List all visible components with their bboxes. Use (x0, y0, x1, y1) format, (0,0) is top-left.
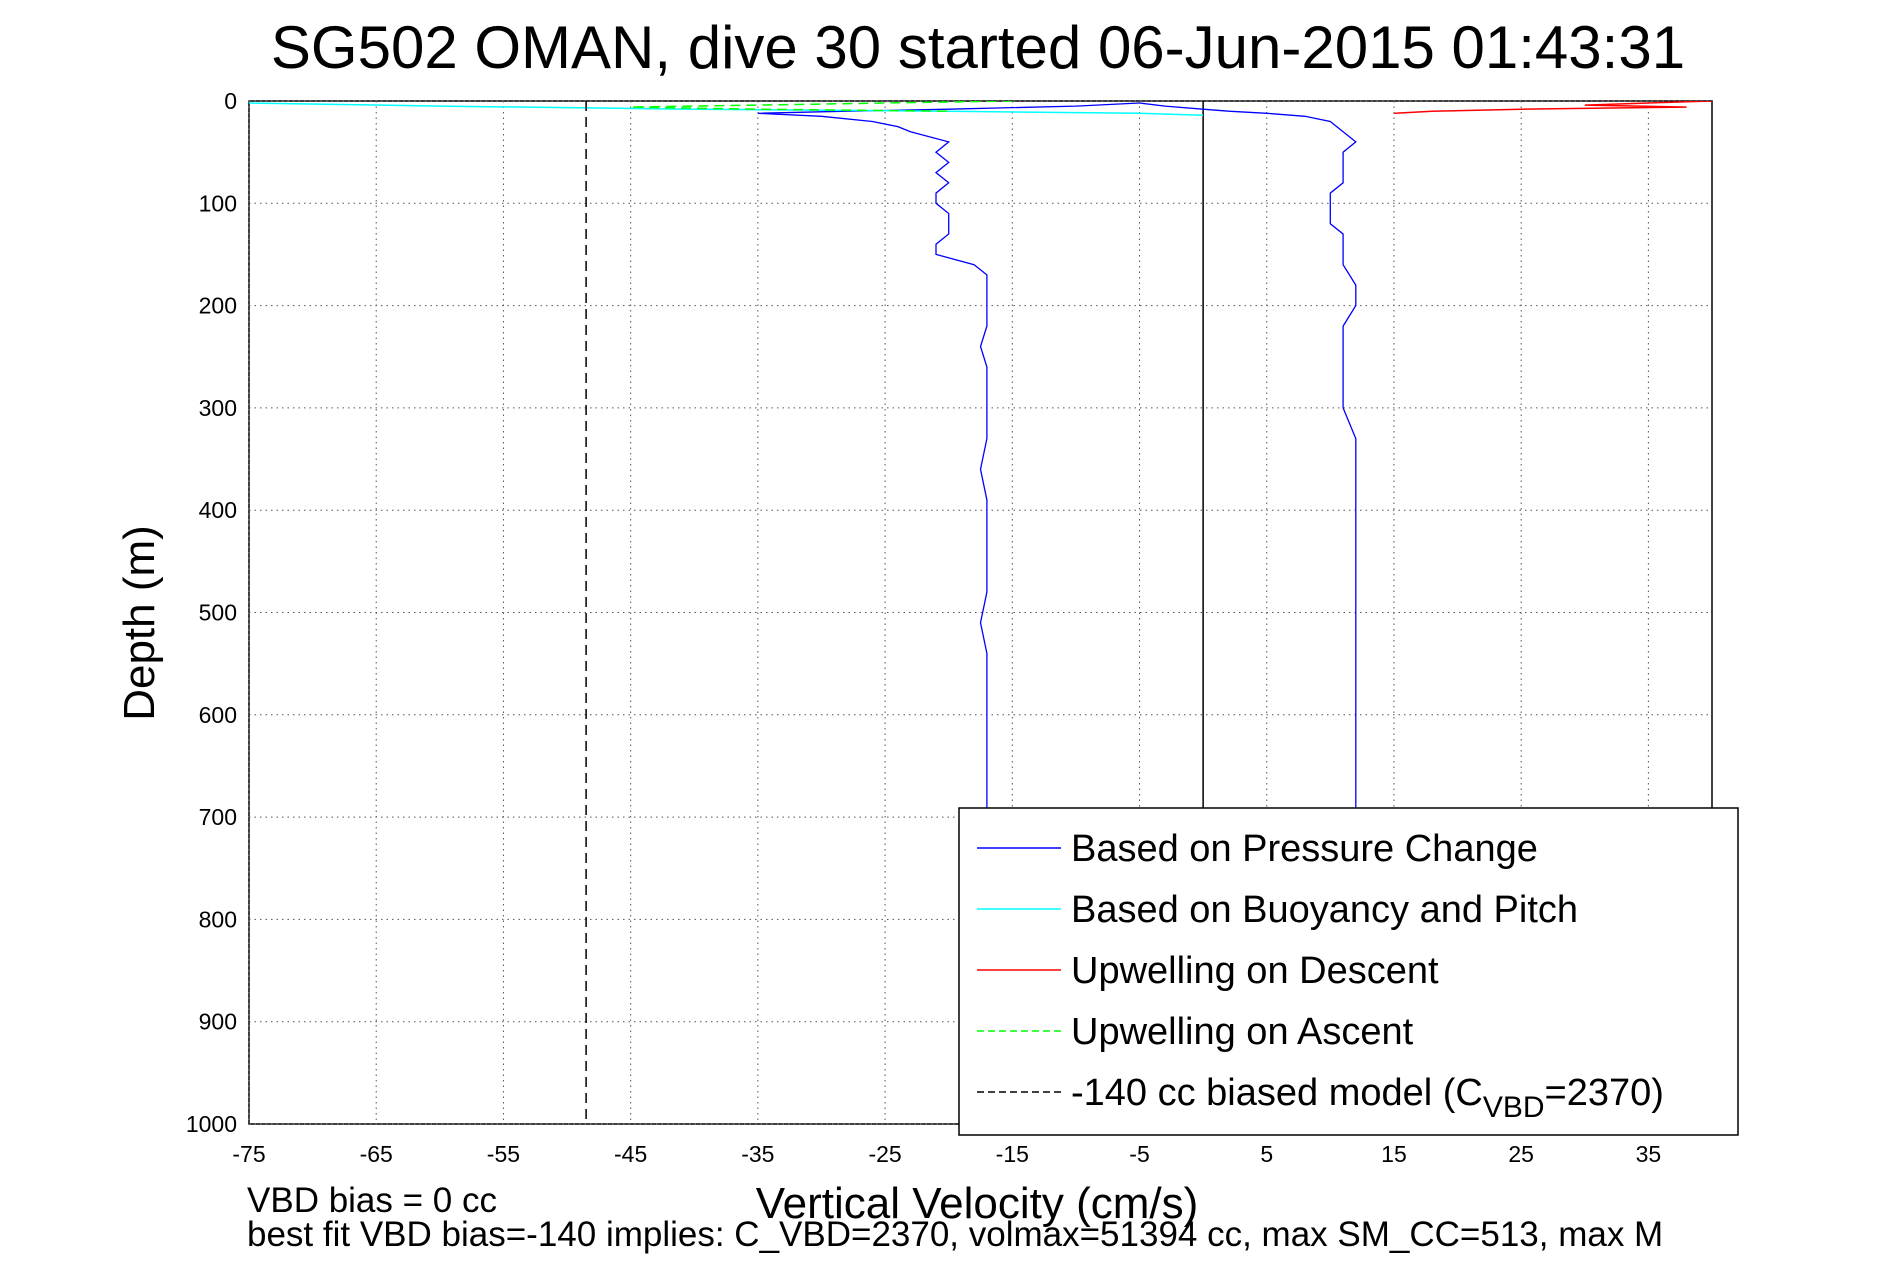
y-tick-label: 500 (199, 600, 237, 626)
x-tick-label: -15 (996, 1141, 1029, 1167)
legend-label: Based on Buoyancy and Pitch (1071, 889, 1578, 931)
legend-box (958, 807, 1739, 1136)
x-axis-label: Vertical Velocity (cm/s) (756, 1179, 1199, 1228)
y-axis-label: Depth (m) (115, 525, 164, 721)
x-tick-label: 5 (1260, 1141, 1273, 1167)
x-tick-label: 35 (1636, 1141, 1662, 1167)
y-tick-label: 600 (199, 702, 237, 728)
x-tick-label: 25 (1508, 1141, 1534, 1167)
x-tick-label: -35 (741, 1141, 774, 1167)
y-tick-label: 800 (199, 906, 237, 932)
y-tick-labels: 0 100 200 300 400 500 600 700 800 900 1000 (186, 88, 237, 1137)
series-based-on-buoyancy-and-pitch (249, 102, 1204, 117)
x-tick-labels: -75 -65 -55 -45 -35 -25 -15 -5 5 15 25 35 (232, 1141, 1661, 1167)
y-tick-label: 400 (199, 497, 237, 523)
footnote-best-fit: best fit VBD bias=-140 implies: C_VBD=23… (247, 1215, 1663, 1254)
chart-title: SG502 OMAN, dive 30 started 06-Jun-2015 … (271, 14, 1685, 81)
legend-label: Upwelling on Descent (1071, 950, 1439, 992)
legend: Based on Pressure Change Based on Buoyanc… (958, 807, 1739, 1136)
legend-label: Based on Pressure Change (1071, 828, 1538, 870)
y-tick-label: 100 (199, 190, 237, 216)
x-tick-label: -55 (487, 1141, 520, 1167)
y-tick-label: 1000 (186, 1111, 237, 1137)
legend-label: Upwelling on Ascent (1071, 1011, 1414, 1053)
series-upwelling-on-descent (1393, 101, 1712, 115)
y-tick-label: 200 (199, 293, 237, 319)
x-tick-label: 15 (1381, 1141, 1407, 1167)
y-tick-label: 700 (199, 804, 237, 830)
footnote-vbd-bias: VBD bias = 0 cc (247, 1181, 497, 1220)
legend-label: -140 cc biased model (CVBD=2370) (1071, 1072, 1664, 1124)
x-tick-label: -75 (232, 1141, 265, 1167)
y-tick-label: 0 (224, 88, 237, 114)
x-tick-label: -65 (360, 1141, 393, 1167)
x-tick-label: -45 (614, 1141, 647, 1167)
y-tick-label: 900 (199, 1009, 237, 1035)
y-tick-label: 300 (199, 395, 237, 421)
x-tick-label: -25 (868, 1141, 901, 1167)
x-tick-label: -5 (1129, 1141, 1149, 1167)
